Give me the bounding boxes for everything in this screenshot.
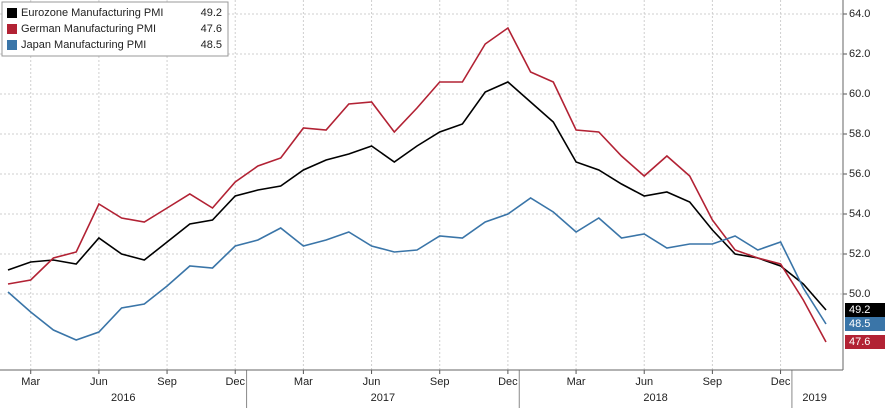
end-tag xyxy=(845,335,885,349)
plot-area xyxy=(0,0,843,370)
x-tick-label: Mar xyxy=(21,376,40,388)
y-tick-label: 64.0 xyxy=(849,8,870,20)
x-tick-label: Mar xyxy=(567,376,586,388)
y-tick-label: 50.0 xyxy=(849,288,870,300)
y-tick-label: 62.0 xyxy=(849,48,870,60)
legend-swatch xyxy=(7,40,17,50)
y-tick-label: 56.0 xyxy=(849,168,870,180)
x-tick-label: Jun xyxy=(363,376,381,388)
x-tick-label: Dec xyxy=(225,376,245,388)
x-tick-label: Jun xyxy=(90,376,108,388)
year-label: 2016 xyxy=(111,392,135,404)
legend-value: 48.5 xyxy=(201,39,222,51)
y-tick-label: 60.0 xyxy=(849,88,870,100)
end-tag xyxy=(845,303,885,317)
legend-box xyxy=(1,1,229,57)
x-tick-label: Sep xyxy=(430,376,450,388)
legend-value: 47.6 xyxy=(201,23,222,35)
line xyxy=(7,81,827,311)
year-label: 2018 xyxy=(643,392,667,404)
y-tick-label: 58.0 xyxy=(849,128,870,140)
x-tick-label: Dec xyxy=(498,376,518,388)
year-label: 2019 xyxy=(802,392,826,404)
legend-label: Eurozone Manufacturing PMI xyxy=(21,7,163,19)
end-tag-label: 48.5 xyxy=(849,318,870,330)
legend: Eurozone Manufacturing PMI 49.2 German Man… xyxy=(1,1,229,57)
x-tick-label: Sep xyxy=(703,376,723,388)
x-tick-label: Jun xyxy=(635,376,653,388)
line xyxy=(7,197,827,341)
legend-swatch xyxy=(7,8,17,18)
legend-value: 49.2 xyxy=(201,7,222,19)
end-tag-label: 49.2 xyxy=(849,304,870,316)
year-label: 2017 xyxy=(371,392,395,404)
line xyxy=(7,26,827,343)
x-tick-label: Dec xyxy=(771,376,791,388)
end-tag xyxy=(845,317,885,331)
y-tick-label: 54.0 xyxy=(849,208,870,220)
legend-label: German Manufacturing PMI xyxy=(21,23,156,35)
x-tick-label: Sep xyxy=(157,376,177,388)
end-tag-label: 47.6 xyxy=(849,336,870,348)
legend-label: Japan Manufacturing PMI xyxy=(21,39,146,51)
x-tick-label: Mar xyxy=(294,376,313,388)
y-tick-label: 52.0 xyxy=(849,248,870,260)
legend-swatch xyxy=(7,24,17,34)
